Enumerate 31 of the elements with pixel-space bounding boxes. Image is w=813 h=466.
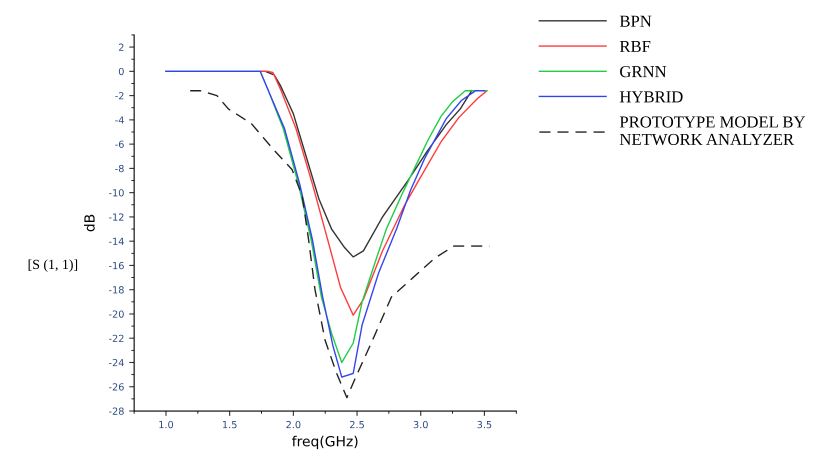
legend-label: PROTOTYPE MODEL BY NETWORK ANALYZER [620,116,806,146]
y-tick-label: -16 [109,262,124,270]
legend-label: BPN [620,16,652,27]
line-series [189,90,490,398]
y-tick-label: -14 [109,238,124,245]
text: [S (1, 1)] [28,259,78,272]
y-axis-title: dB [84,214,95,232]
legend-label: HYBRID [620,91,683,102]
x-axis-title: freq(GHz) [292,436,358,450]
y-tick-label: -20 [109,310,124,318]
y-tick-label: -2 [115,92,124,100]
y-tick-label: -24 [109,358,124,366]
y-tick-label: -28 [109,407,124,415]
legend-label: RBF [620,40,650,52]
x-tick-label: 1.5 [223,421,237,428]
y-tick-label: -4 [115,116,124,124]
y-tick-label: -18 [109,286,124,294]
legend-label: GRNN [620,66,666,78]
x-tick-label: 2.0 [286,420,300,428]
y-tick-label: -8 [115,164,124,172]
y-tick-label: -26 [109,383,124,391]
y-tick-label: 2 [118,44,124,51]
x-tick-label: 3.0 [414,420,428,428]
y-tick-label: -6 [115,140,124,148]
x-tick-label: 3.5 [477,420,492,428]
x-tick-label: 1.0 [159,420,174,428]
y-tick-label: -10 [109,189,124,196]
x-tick-label: 2.5 [350,420,364,428]
y-tick-label: 0 [118,68,124,76]
y-tick-label: -12 [109,213,124,221]
y-tick-label: -22 [109,334,124,342]
